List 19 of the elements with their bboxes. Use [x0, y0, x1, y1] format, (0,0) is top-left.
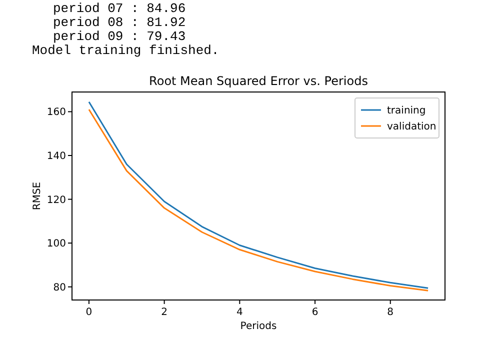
x-tick-label: 6 [312, 307, 318, 318]
y-axis-title: RMSE [32, 182, 43, 210]
x-tick-label: 2 [161, 307, 168, 318]
x-tick-label: 4 [236, 307, 243, 318]
chart-title: Root Mean Squared Error vs. Periods [149, 74, 368, 88]
y-tick-label: 100 [46, 238, 66, 250]
x-tick-label: 0 [86, 307, 92, 318]
text: period 08 : 81.92 [53, 15, 186, 30]
y-tick-label: 120 [46, 194, 66, 206]
text: period 09 : 79.43 [53, 29, 186, 44]
legend-label: validation [387, 122, 436, 132]
x-axis-title: Periods [240, 321, 277, 332]
y-tick-label: 80 [53, 282, 66, 294]
y-tick-label: 140 [46, 150, 66, 162]
y-tick-label: 160 [46, 107, 66, 118]
text: Model training finished. [32, 43, 220, 58]
legend-label: training [387, 106, 426, 116]
x-tick-label: 8 [387, 307, 394, 318]
text: period 07 : 84.96 [53, 1, 186, 16]
